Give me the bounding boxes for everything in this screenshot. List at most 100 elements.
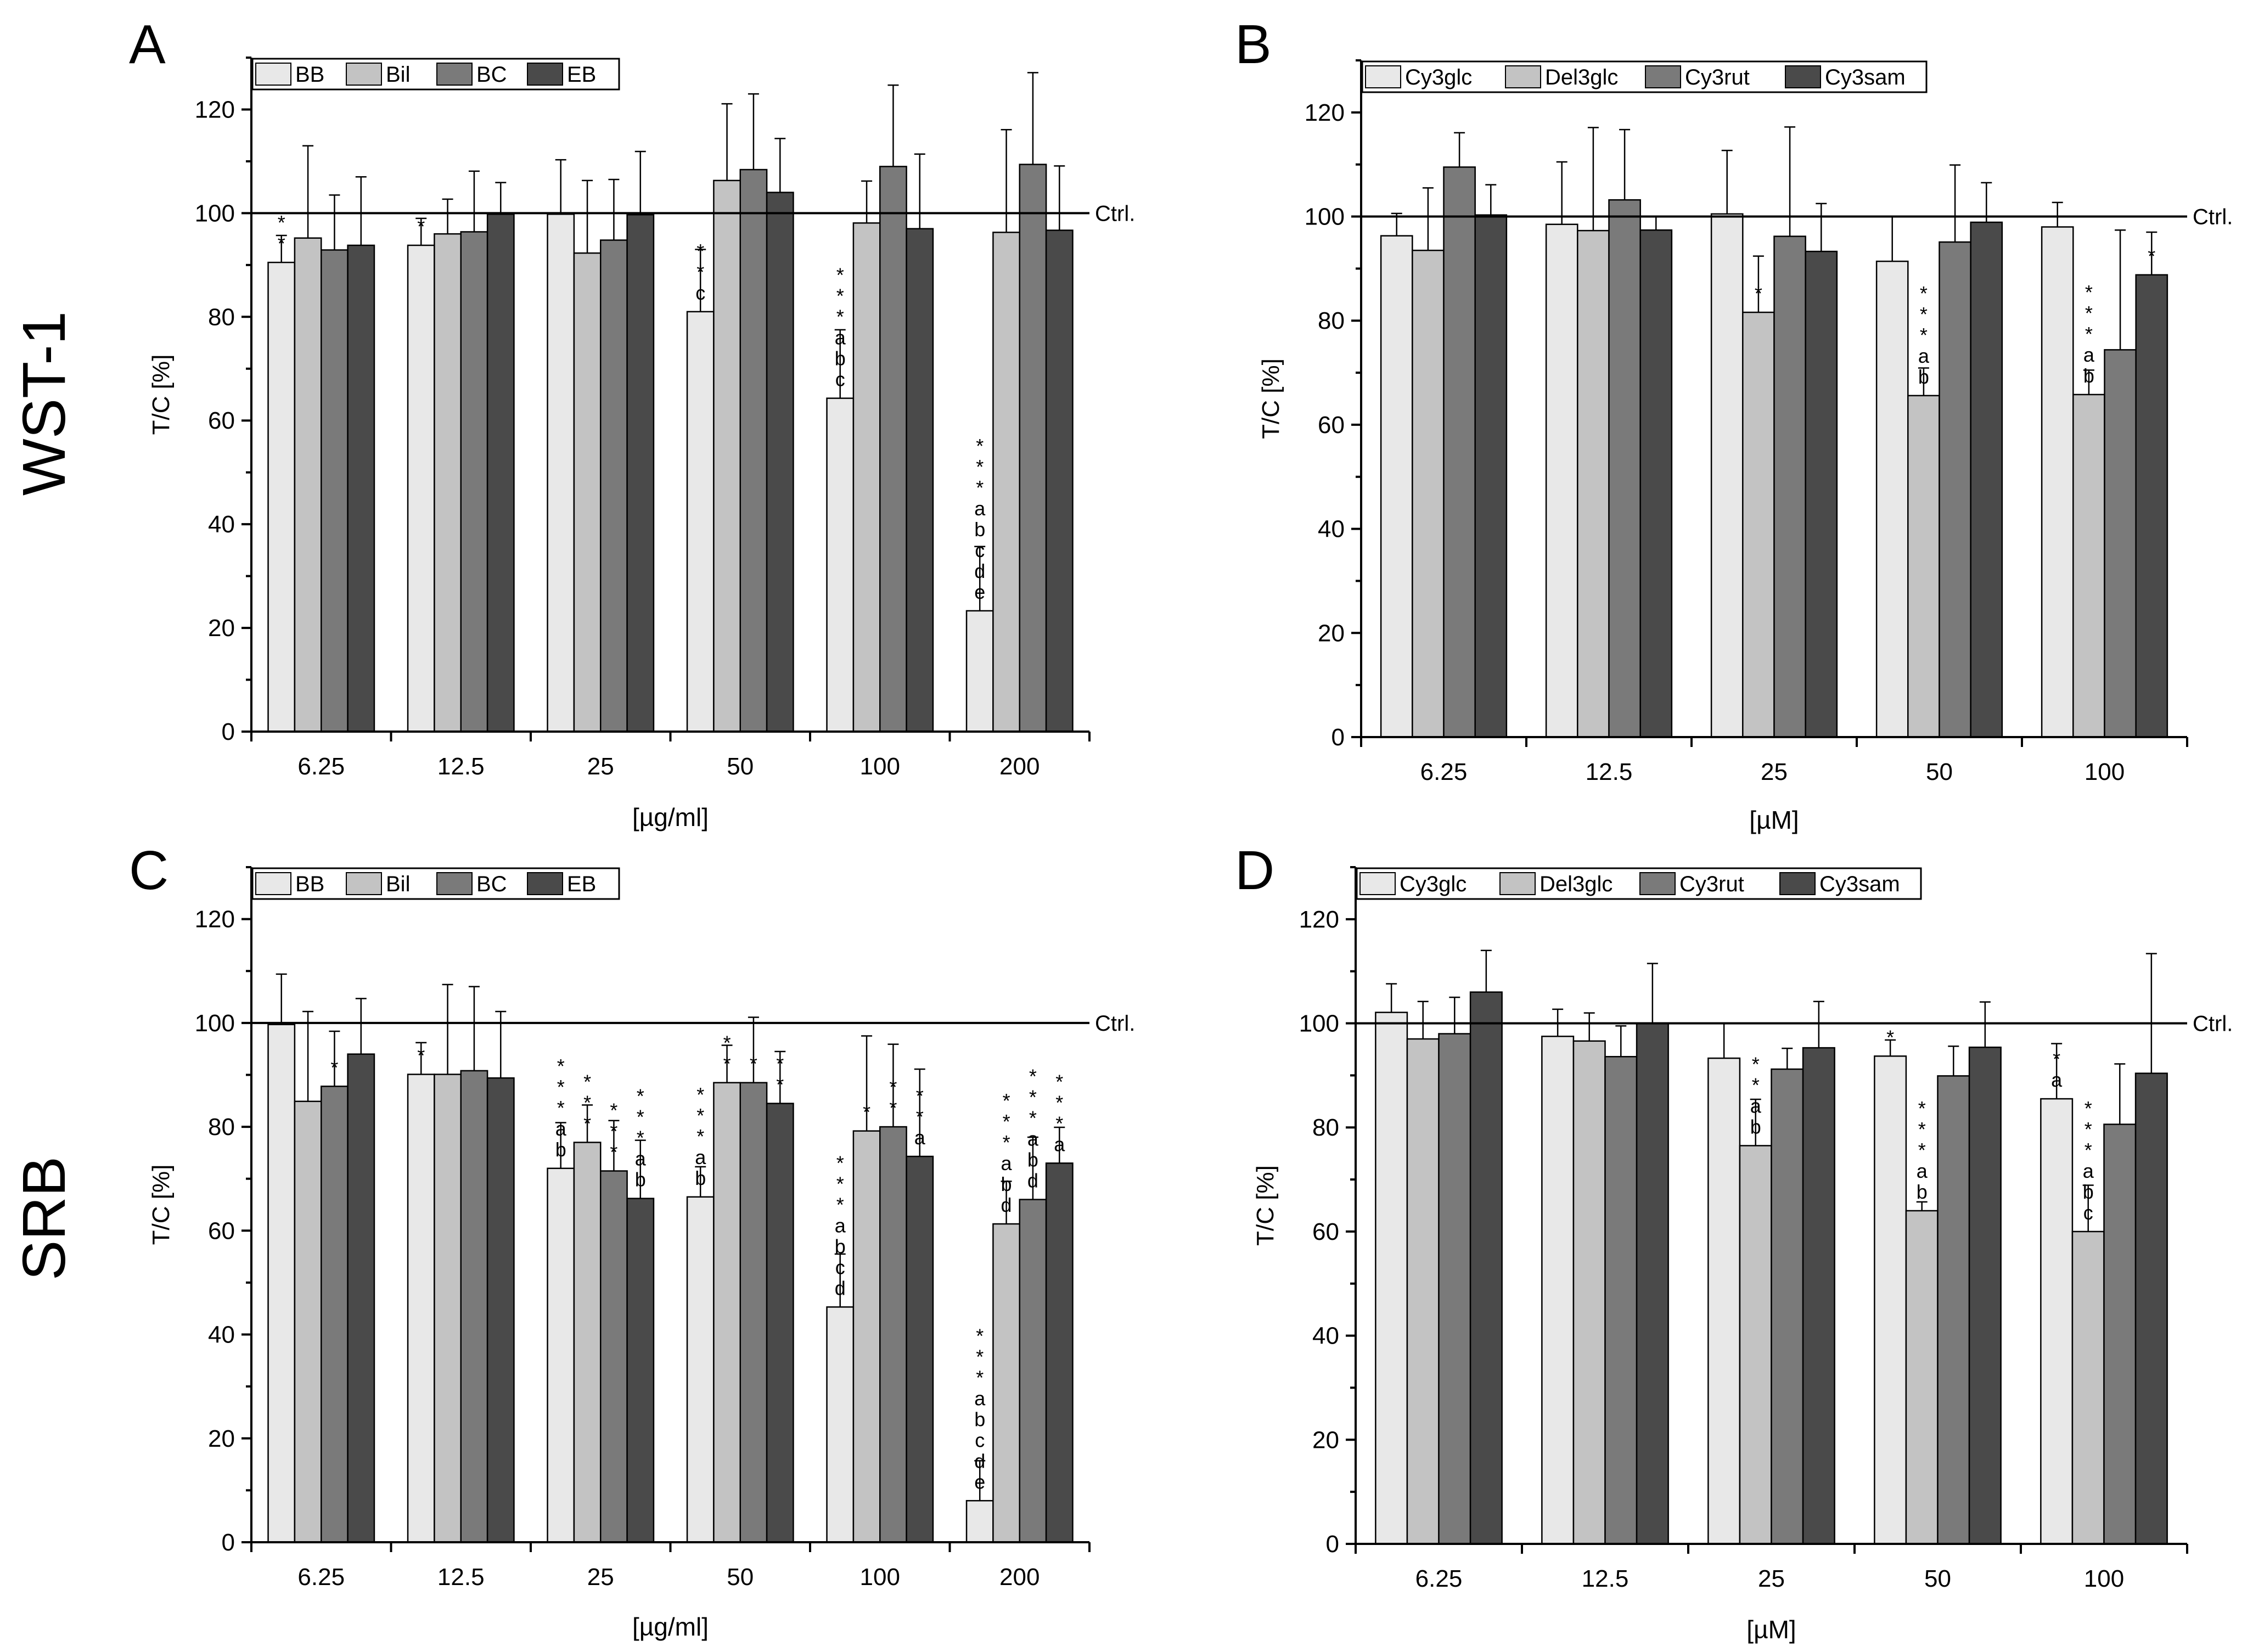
bar-Del3glc-100 xyxy=(2072,394,2105,738)
bar-BC-50 xyxy=(739,168,768,733)
bar-Bil-6.25 xyxy=(294,1100,322,1543)
significance-label: * xyxy=(2085,302,2093,324)
bar-Cy3glc-6.25 xyxy=(1380,235,1413,738)
significance-label: b xyxy=(1918,366,1929,388)
x-axis-label: [µM] xyxy=(1746,1615,1796,1644)
bar-Cy3sam-6.25 xyxy=(1469,991,1503,1545)
bar-Cy3sam-25 xyxy=(1805,250,1838,738)
x-tick-label: 100 xyxy=(860,1564,900,1591)
significance-label: * xyxy=(1752,1074,1760,1096)
significance-label: * xyxy=(976,476,984,499)
bar-Bil-50 xyxy=(713,1082,741,1543)
bar-Cy3rut-50 xyxy=(1937,1075,1970,1545)
bar-BC-25 xyxy=(600,239,628,733)
significance-label: * xyxy=(557,1097,565,1119)
x-tick-label: 100 xyxy=(2084,1565,2124,1592)
bar-EB-100 xyxy=(906,228,934,733)
legend-swatch-Del3glc xyxy=(1505,65,1541,88)
bar-Bil-25 xyxy=(573,252,602,733)
bar-Cy3rut-50 xyxy=(1939,241,1971,738)
significance-label: * xyxy=(776,1074,784,1096)
x-tick-label: 25 xyxy=(587,753,614,780)
significance-label: e xyxy=(974,1470,985,1493)
bar-Cy3sam-50 xyxy=(1970,221,2003,738)
bar-Cy3glc-50 xyxy=(1874,1055,1907,1545)
significance-label: * xyxy=(2148,245,2155,267)
bar-EB-25 xyxy=(626,1198,655,1543)
significance-label: * xyxy=(637,1085,644,1108)
significance-label: * xyxy=(610,1120,617,1143)
significance-label: b xyxy=(974,518,985,541)
bar-Cy3glc-100 xyxy=(2040,1098,2074,1545)
significance-label: b xyxy=(1027,1149,1038,1171)
bar-BC-6.25 xyxy=(321,249,349,733)
y-axis-label: T/C [%] xyxy=(1257,358,1284,439)
significance-label: d xyxy=(1001,1194,1012,1216)
x-axis-label: [µM] xyxy=(1749,806,1799,834)
y-tick-label: 0 xyxy=(1331,724,1345,751)
y-tick-label: 80 xyxy=(1312,1114,1339,1141)
bar-EB-200 xyxy=(1045,229,1074,733)
significance-label: * xyxy=(1920,324,1928,346)
x-tick-label: 6.25 xyxy=(297,1564,345,1591)
significance-label: * xyxy=(976,456,984,478)
bar-Bil-200 xyxy=(992,232,1021,733)
x-tick-label: 200 xyxy=(999,753,1040,780)
significance-label: a xyxy=(695,1146,706,1168)
x-tick-label: 6.25 xyxy=(1415,1565,1463,1592)
significance-label: d xyxy=(1027,1170,1038,1192)
reference-label: Ctrl. xyxy=(1095,201,1135,226)
significance-label: * xyxy=(976,1345,984,1368)
bar-Cy3glc-6.25 xyxy=(1375,1012,1408,1545)
panel-a: ACtrl.*****c***abc***abcde02040608010012… xyxy=(129,14,1135,831)
bar-Del3glc-12.5 xyxy=(1577,229,1610,738)
bar-BC-100 xyxy=(879,166,907,733)
row-label-srb: SRB xyxy=(10,1156,78,1280)
bar-EB-6.25 xyxy=(347,244,375,733)
significance-label: c xyxy=(835,1256,845,1278)
y-tick-label: 120 xyxy=(1305,99,1345,126)
significance-label: a xyxy=(974,1387,986,1409)
legend-label-Cy3glc: Cy3glc xyxy=(1400,872,1467,896)
significance-label: * xyxy=(836,1172,844,1195)
significance-label: a xyxy=(1918,345,1930,367)
y-axis-label: T/C [%] xyxy=(1252,1165,1279,1246)
significance-label: * xyxy=(1918,1139,1926,1161)
x-tick-label: 200 xyxy=(999,1564,1040,1591)
significance-label: * xyxy=(2085,1118,2092,1140)
legend-label-Del3glc: Del3glc xyxy=(1545,65,1618,89)
significance-label: * xyxy=(916,1085,924,1107)
significance-label: a xyxy=(555,1117,567,1140)
legend-swatch-Del3glc xyxy=(1499,872,1536,895)
x-tick-label: 50 xyxy=(1926,758,1953,785)
x-tick-label: 6.25 xyxy=(297,753,345,780)
significance-label: * xyxy=(1752,1053,1760,1075)
bar-BB-6.25 xyxy=(267,1024,296,1543)
y-tick-label: 20 xyxy=(1318,620,1345,647)
bar-Cy3glc-25 xyxy=(1707,1057,1741,1545)
bar-Cy3glc-12.5 xyxy=(1541,1036,1575,1545)
significance-label: * xyxy=(836,1151,844,1174)
bar-EB-50 xyxy=(766,192,794,733)
bar-Del3glc-50 xyxy=(1907,395,1940,738)
y-tick-label: 60 xyxy=(1312,1218,1339,1245)
significance-label: b xyxy=(695,1167,706,1189)
significance-label: * xyxy=(976,435,984,457)
bar-EB-25 xyxy=(626,213,655,733)
bar-EB-6.25 xyxy=(347,1053,375,1543)
significance-label: * xyxy=(836,285,844,307)
significance-label: c xyxy=(835,368,845,391)
significance-label: * xyxy=(696,240,704,262)
significance-label: b xyxy=(974,1408,985,1430)
x-tick-label: 100 xyxy=(2085,758,2125,785)
y-tick-label: 100 xyxy=(195,1010,235,1037)
significance-label: * xyxy=(557,1076,565,1098)
panel-letter: B xyxy=(1235,14,1272,75)
y-tick-label: 60 xyxy=(1318,412,1345,439)
legend-swatch-BB xyxy=(255,872,291,895)
bar-BC-6.25 xyxy=(321,1086,349,1543)
bar-EB-50 xyxy=(766,1103,794,1543)
y-tick-label: 80 xyxy=(208,1114,235,1140)
x-tick-label: 12.5 xyxy=(1582,1565,1629,1592)
